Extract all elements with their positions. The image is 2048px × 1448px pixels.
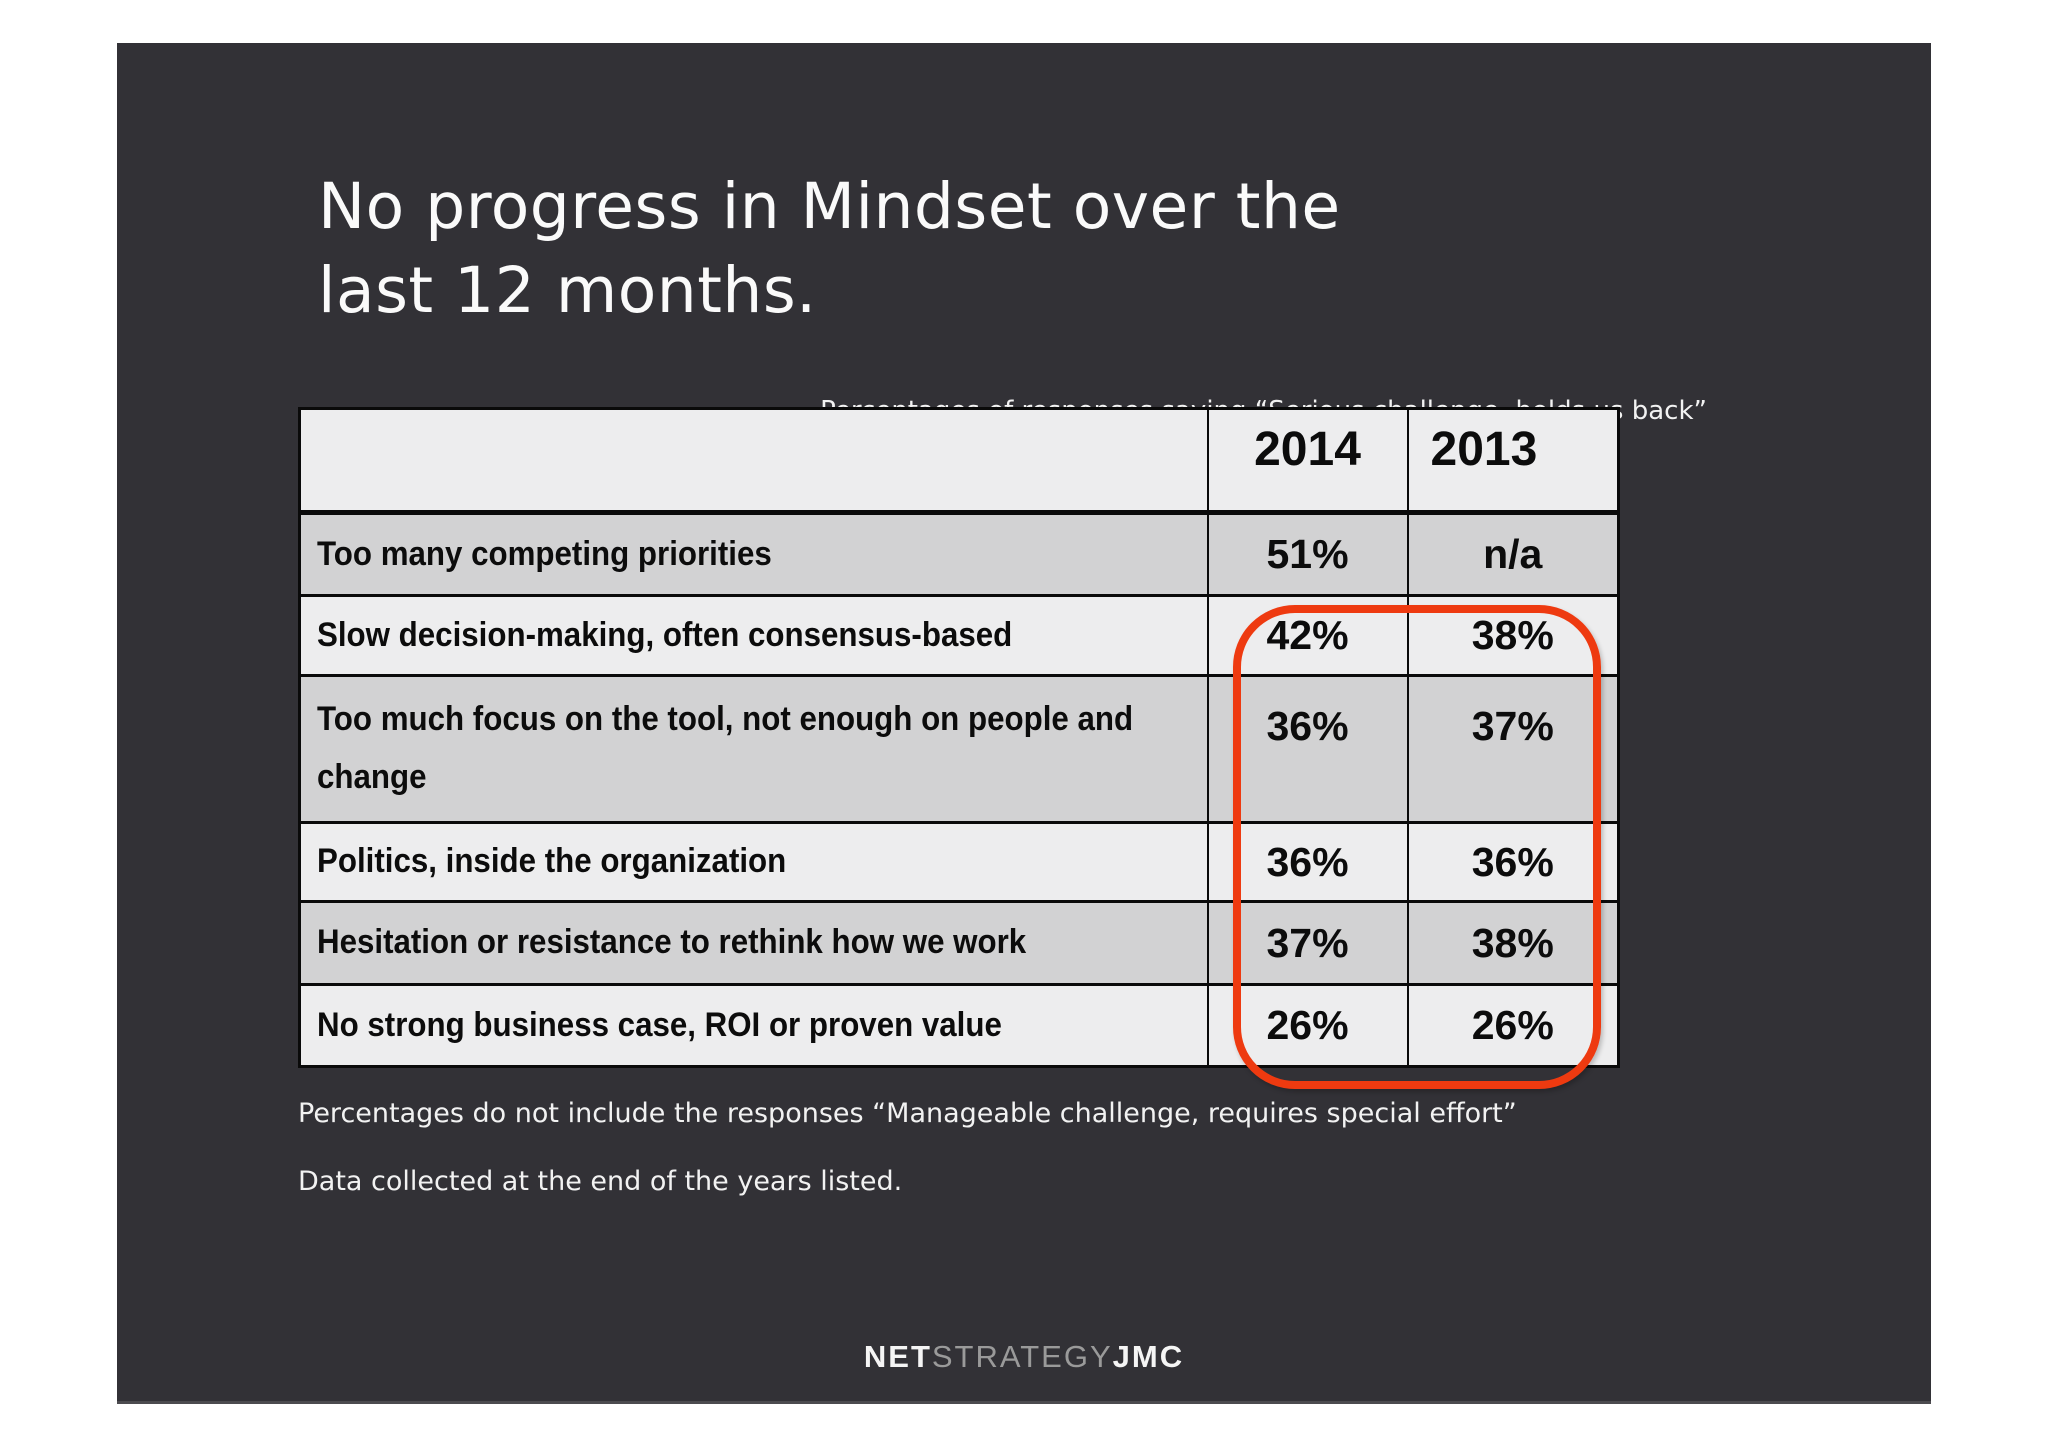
table-row: Too many competing priorities 51% n/a <box>298 511 1620 597</box>
value-2013: 37% <box>1406 674 1620 824</box>
value-2014: 42% <box>1206 594 1409 677</box>
value-2014: 37% <box>1206 900 1409 986</box>
row-label: Too many competing priorities <box>317 534 772 573</box>
table-row: Slow decision-making, often consensus-ba… <box>298 594 1620 677</box>
footnote-exclusion: Percentages do not include the responses… <box>298 1098 1517 1129</box>
challenges-table: 2014 2013 Too many competing priorities … <box>298 407 1620 1068</box>
row-label-cell: Too many competing priorities <box>298 511 1209 597</box>
row-label-cell: Politics, inside the organization <box>298 821 1209 903</box>
value-2013: 38% <box>1406 900 1620 986</box>
row-label: Slow decision-making, often consensus-ba… <box>317 615 1013 654</box>
logo-part-net: NET <box>863 1339 932 1374</box>
value-2014: 51% <box>1206 511 1409 597</box>
table-row: No strong business case, ROI or proven v… <box>298 983 1620 1068</box>
value-2013: 38% <box>1406 594 1620 677</box>
logo-part-strategy: STRATEGY <box>931 1339 1113 1374</box>
value-2013: 26% <box>1406 983 1620 1068</box>
row-label: Too much focus on the tool, not enough o… <box>317 700 1134 796</box>
row-label-cell: Slow decision-making, often consensus-ba… <box>298 594 1209 677</box>
footnote-collection: Data collected at the end of the years l… <box>298 1166 903 1197</box>
row-label: No strong business case, ROI or proven v… <box>317 1005 1002 1044</box>
slide-title: No progress in Mindset over the last 12 … <box>318 165 1341 333</box>
slide-title-line1: No progress in Mindset over the <box>318 170 1341 243</box>
slide-title-line2: last 12 months. <box>318 254 817 327</box>
row-label-cell: Hesitation or resistance to rethink how … <box>298 900 1209 986</box>
slide-panel: No progress in Mindset over the last 12 … <box>117 43 1931 1404</box>
value-2013: 36% <box>1406 821 1620 903</box>
value-2014: 36% <box>1206 821 1409 903</box>
header-year-2014: 2014 <box>1206 407 1409 515</box>
row-label-cell: No strong business case, ROI or proven v… <box>298 983 1209 1068</box>
header-empty-cell <box>298 407 1209 515</box>
table-row: Hesitation or resistance to rethink how … <box>298 900 1620 986</box>
value-2014: 36% <box>1206 674 1409 824</box>
row-label: Hesitation or resistance to rethink how … <box>317 923 1027 962</box>
row-label: Politics, inside the organization <box>317 842 787 881</box>
value-2013: n/a <box>1406 511 1620 597</box>
netstrategyjmc-logo: NETSTRATEGYJMC <box>117 1339 1931 1375</box>
row-label-cell: Too much focus on the tool, not enough o… <box>298 674 1209 824</box>
table-row: Politics, inside the organization 36% 36… <box>298 821 1620 903</box>
value-2014: 26% <box>1206 983 1409 1068</box>
table-header-row: 2014 2013 <box>298 407 1620 515</box>
header-year-2013: 2013 <box>1406 407 1620 515</box>
table-row: Too much focus on the tool, not enough o… <box>298 674 1620 824</box>
logo-part-jmc: JMC <box>1112 1339 1185 1374</box>
